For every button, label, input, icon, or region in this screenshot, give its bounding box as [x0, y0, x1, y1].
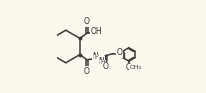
Text: N: N: [98, 57, 104, 66]
Text: O: O: [116, 48, 122, 57]
Text: H: H: [94, 55, 99, 60]
Text: OH: OH: [91, 27, 102, 36]
Text: CH₃: CH₃: [129, 65, 141, 70]
Text: O: O: [126, 63, 132, 72]
Text: O: O: [103, 62, 109, 71]
Text: O: O: [84, 17, 90, 26]
Text: H: H: [101, 60, 105, 65]
Text: O: O: [84, 67, 90, 76]
Text: N: N: [92, 52, 98, 61]
